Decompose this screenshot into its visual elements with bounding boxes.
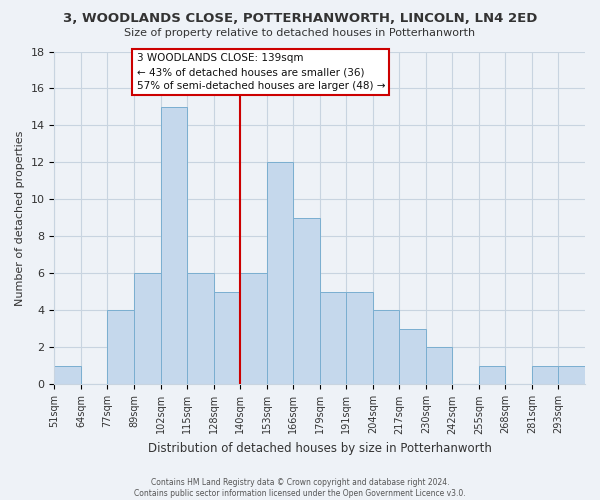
Bar	[293, 218, 320, 384]
Text: Size of property relative to detached houses in Potterhanworth: Size of property relative to detached ho…	[124, 28, 476, 38]
Bar	[532, 366, 559, 384]
Bar	[214, 292, 240, 384]
Bar	[187, 274, 214, 384]
Bar	[240, 274, 266, 384]
Bar	[559, 366, 585, 384]
Bar	[373, 310, 399, 384]
Bar	[346, 292, 373, 384]
Bar	[161, 107, 187, 384]
Bar	[266, 162, 293, 384]
Text: 3 WOODLANDS CLOSE: 139sqm
← 43% of detached houses are smaller (36)
57% of semi-: 3 WOODLANDS CLOSE: 139sqm ← 43% of detac…	[137, 53, 385, 91]
Bar	[107, 310, 134, 384]
Text: Contains HM Land Registry data © Crown copyright and database right 2024.
Contai: Contains HM Land Registry data © Crown c…	[134, 478, 466, 498]
Bar	[426, 348, 452, 385]
Text: 3, WOODLANDS CLOSE, POTTERHANWORTH, LINCOLN, LN4 2ED: 3, WOODLANDS CLOSE, POTTERHANWORTH, LINC…	[63, 12, 537, 26]
Y-axis label: Number of detached properties: Number of detached properties	[15, 130, 25, 306]
Bar	[479, 366, 505, 384]
Bar	[320, 292, 346, 384]
Bar	[399, 329, 426, 384]
Bar	[134, 274, 161, 384]
X-axis label: Distribution of detached houses by size in Potterhanworth: Distribution of detached houses by size …	[148, 442, 491, 455]
Bar	[55, 366, 81, 384]
